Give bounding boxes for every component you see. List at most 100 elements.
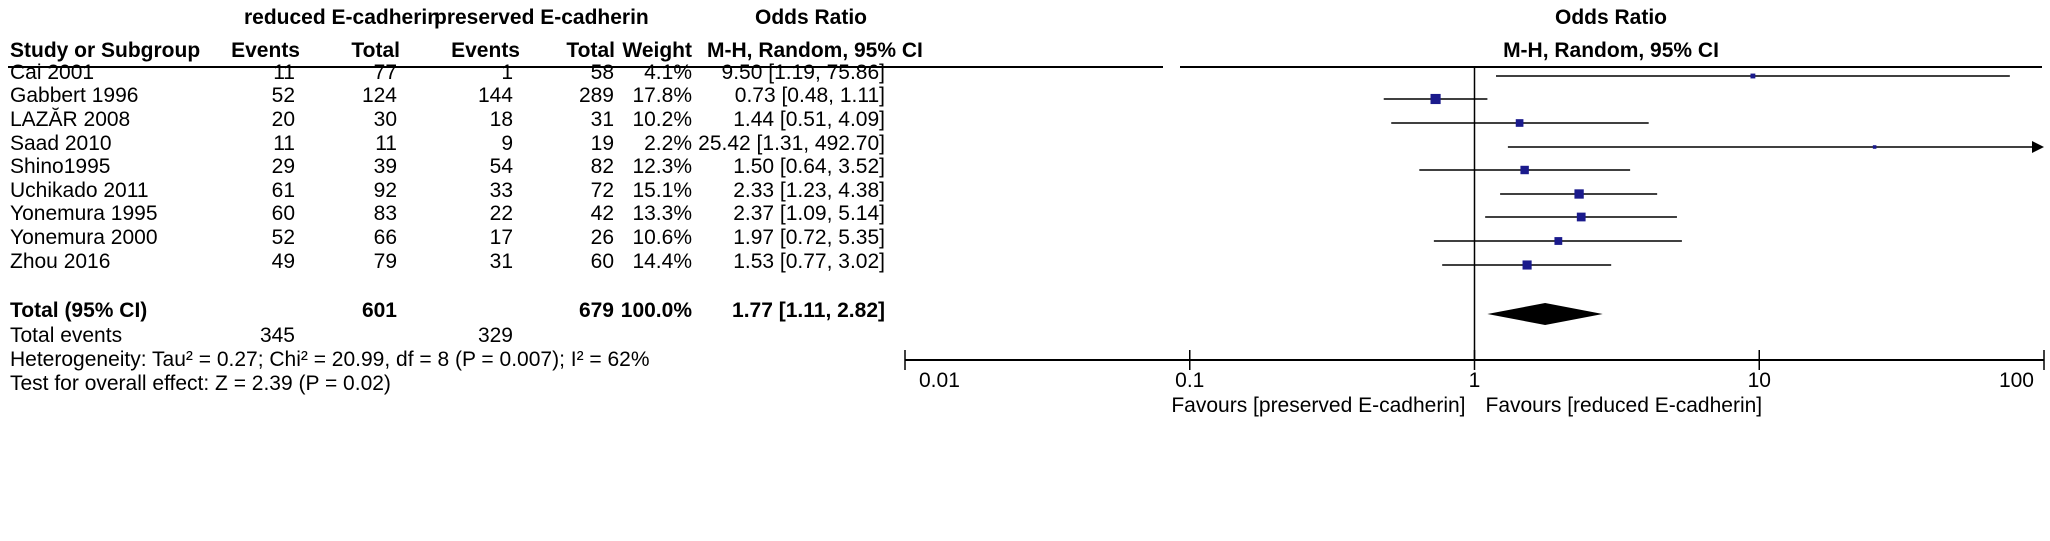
total-events-label: Total events (10, 324, 123, 347)
odds-ratio-header: Odds Ratio (755, 6, 868, 29)
study-marker (1872, 145, 1877, 149)
total2-value: 72 (590, 179, 614, 202)
total1-value: 30 (373, 108, 397, 131)
total2-value: 58 (590, 61, 614, 84)
total-weight: 100.0% (620, 299, 692, 322)
study-name: Saad 2010 (10, 132, 112, 155)
total2-column-header: Total (566, 39, 615, 62)
x-tick-label: 100 (1999, 369, 2034, 392)
events1-value: 49 (271, 250, 295, 273)
study-name: Cai 2001 (10, 61, 95, 84)
total-events2: 329 (477, 324, 513, 347)
events1-value: 11 (273, 61, 295, 84)
weight-value: 12.3% (632, 155, 692, 178)
study-marker (1515, 119, 1524, 127)
total-ci: 1.77 [1.11, 2.82] (732, 299, 885, 322)
total1-value: 11 (375, 132, 397, 155)
study-name: Shino1995 (10, 155, 111, 178)
study-name: Yonemura 2000 (10, 226, 158, 249)
events2-value: 33 (489, 179, 513, 202)
study-marker (1522, 260, 1532, 270)
events2-column-header: Events (451, 39, 520, 62)
weight-column-header: Weight (622, 39, 692, 62)
events2-value: 54 (489, 155, 513, 178)
total2-value: 26 (590, 226, 614, 249)
events2-value: 18 (489, 108, 513, 131)
events1-value: 52 (271, 226, 295, 249)
study-name: Yonemura 1995 (10, 202, 158, 225)
total2-value: 42 (590, 202, 614, 225)
study-marker (1576, 212, 1586, 222)
events1-value: 60 (271, 202, 295, 225)
plot-method-header: M-H, Random, 95% CI (1503, 39, 1719, 62)
total1-column-header: Total (351, 39, 400, 62)
plot-header-rule (1180, 66, 2042, 68)
ci-value: 25.42 [1.31, 492.70] (698, 132, 885, 155)
header-rule (8, 66, 1163, 68)
ci-arrow (2032, 141, 2044, 153)
events1-value: 29 (271, 155, 295, 178)
total2-sum: 679 (578, 299, 614, 322)
total2-value: 82 (590, 155, 614, 178)
study-name: Gabbert 1996 (10, 84, 139, 107)
total1-value: 39 (373, 155, 397, 178)
study-marker (1574, 189, 1584, 199)
weight-value: 10.6% (632, 226, 692, 249)
ci-value: 1.44 [0.51, 4.09] (733, 108, 885, 131)
overall-effect-text: Test for overall effect: Z = 2.39 (P = 0… (10, 372, 391, 395)
events2-value: 144 (477, 84, 513, 107)
study-marker (1554, 237, 1563, 245)
events2-value: 17 (489, 226, 513, 249)
weight-value: 13.3% (632, 202, 692, 225)
study-column-header: Study or Subgroup (10, 39, 201, 62)
plot-title: Odds Ratio (1554, 6, 1667, 29)
group1-header: reduced E-cadherin (244, 6, 441, 29)
pooled-diamond (1487, 303, 1603, 325)
x-tick-label: 1 (1469, 369, 1481, 392)
total1-value: 124 (361, 84, 397, 107)
weight-value: 2.2% (644, 132, 692, 155)
total1-value: 79 (373, 250, 397, 273)
weight-value: 14.4% (632, 250, 692, 273)
total1-value: 83 (373, 202, 397, 225)
weight-value: 4.1% (644, 61, 692, 84)
ci-value: 0.73 [0.48, 1.11] (734, 84, 885, 107)
ci-value: 1.50 [0.64, 3.52] (733, 155, 885, 178)
weight-value: 17.8% (632, 84, 692, 107)
events2-value: 22 (489, 202, 513, 225)
weight-value: 15.1% (632, 179, 692, 202)
events2-value: 1 (501, 61, 513, 84)
events2-value: 31 (489, 250, 513, 273)
study-marker (1750, 73, 1756, 79)
weight-value: 10.2% (632, 108, 692, 131)
total2-value: 289 (578, 84, 614, 107)
events1-value: 61 (271, 179, 295, 202)
x-tick-label: 10 (1748, 369, 1771, 392)
ci-value: 1.53 [0.77, 3.02] (733, 250, 885, 273)
events2-value: 9 (501, 132, 513, 155)
ci-value: 2.37 [1.09, 5.14] (733, 202, 885, 225)
favours-left-label: Favours [preserved E-cadherin] (1171, 394, 1465, 417)
events1-column-header: Events (231, 39, 300, 62)
heterogeneity-text: Heterogeneity: Tau² = 0.27; Chi² = 20.99… (10, 348, 650, 371)
total-label: Total (95% CI) (10, 299, 148, 322)
ci-value: 2.33 [1.23, 4.38] (733, 179, 885, 202)
study-marker (1520, 165, 1529, 175)
study-name: Uchikado 2011 (10, 179, 149, 202)
total2-value: 60 (590, 250, 614, 273)
total2-value: 31 (590, 108, 614, 131)
study-name: LAZĂR 2008 (10, 108, 131, 131)
total1-value: 92 (373, 179, 397, 202)
ci-value: 9.50 [1.19, 75.86] (721, 61, 885, 84)
x-tick-label: 0.1 (1175, 369, 1204, 392)
favours-right-label: Favours [reduced E-cadherin] (1486, 394, 1763, 417)
method-column-header: M-H, Random, 95% CI (707, 39, 923, 62)
events1-value: 52 (271, 84, 295, 107)
ci-value: 1.97 [0.72, 5.35] (733, 226, 885, 249)
x-tick-label: 0.01 (919, 369, 960, 392)
total-events1: 345 (259, 324, 295, 347)
total1-sum: 601 (361, 299, 397, 322)
study-marker (1430, 93, 1441, 105)
study-name: Zhou 2016 (10, 250, 111, 273)
